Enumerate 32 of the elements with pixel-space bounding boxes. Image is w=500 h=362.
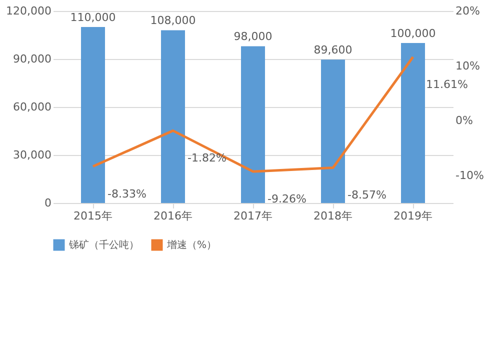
bar (401, 43, 425, 203)
data-label: 108,000 (150, 14, 196, 28)
bar (81, 27, 105, 203)
y2-tick-label: 20% (456, 4, 480, 18)
bar (241, 46, 265, 203)
data-label: 98,000 (234, 30, 272, 44)
y2-tick-label: -10% (456, 169, 484, 182)
data-label: 110,000 (70, 11, 116, 24)
legend-label: 锑矿（千公吨） (68, 239, 139, 251)
y2-tick-label: 0% (456, 114, 473, 128)
y-tick-label: 120,000 (6, 4, 52, 18)
y2-tick-label: 10% (456, 59, 480, 72)
legend-label: 增速（%） (166, 239, 217, 251)
x-tick-label: 2019年 (394, 210, 432, 222)
y-tick-label: 30,000 (13, 148, 52, 162)
line-series (92, 56, 414, 173)
bar (321, 60, 345, 203)
data-label: 11.61% (426, 78, 468, 92)
data-label: -8.57% (348, 188, 386, 202)
y-tick-label: 60,000 (13, 100, 52, 114)
y-tick-label: 0 (44, 196, 52, 210)
data-label: -9.26% (268, 192, 306, 206)
x-tick-label: 2016年 (154, 210, 192, 222)
data-label: 89,600 (314, 44, 352, 57)
data-label: -1.82% (188, 152, 226, 165)
data-label: 100,000 (390, 27, 436, 40)
x-tick-label: 2015年 (74, 210, 112, 222)
data-label: -8.33% (108, 187, 146, 200)
x-tick-label: 2017年 (234, 210, 272, 222)
bar (161, 30, 185, 203)
x-tick-label: 2018年 (314, 210, 352, 222)
y-tick-label: 90,000 (13, 52, 52, 66)
